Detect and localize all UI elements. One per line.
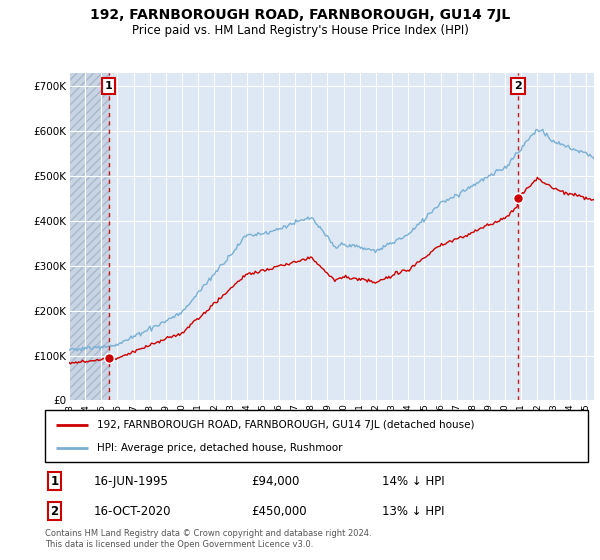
- Text: 2: 2: [50, 505, 59, 518]
- Text: 192, FARNBOROUGH ROAD, FARNBOROUGH, GU14 7JL (detached house): 192, FARNBOROUGH ROAD, FARNBOROUGH, GU14…: [97, 420, 474, 430]
- Text: 1: 1: [50, 474, 59, 488]
- Bar: [69, 73, 110, 400]
- Text: Contains HM Land Registry data © Crown copyright and database right 2024.
This d: Contains HM Land Registry data © Crown c…: [45, 529, 371, 549]
- Text: Price paid vs. HM Land Registry's House Price Index (HPI): Price paid vs. HM Land Registry's House …: [131, 24, 469, 36]
- Text: 13% ↓ HPI: 13% ↓ HPI: [382, 505, 444, 518]
- Text: 192, FARNBOROUGH ROAD, FARNBOROUGH, GU14 7JL: 192, FARNBOROUGH ROAD, FARNBOROUGH, GU14…: [90, 8, 510, 22]
- Text: £94,000: £94,000: [251, 474, 300, 488]
- Text: 16-OCT-2020: 16-OCT-2020: [94, 505, 172, 518]
- Text: 1: 1: [105, 81, 113, 91]
- Text: £450,000: £450,000: [251, 505, 307, 518]
- Text: 14% ↓ HPI: 14% ↓ HPI: [382, 474, 444, 488]
- Text: HPI: Average price, detached house, Rushmoor: HPI: Average price, detached house, Rush…: [97, 442, 342, 452]
- Text: 2: 2: [514, 81, 522, 91]
- Text: 16-JUN-1995: 16-JUN-1995: [94, 474, 169, 488]
